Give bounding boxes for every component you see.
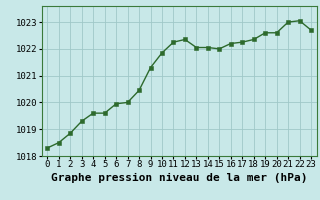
X-axis label: Graphe pression niveau de la mer (hPa): Graphe pression niveau de la mer (hPa) bbox=[51, 173, 308, 183]
